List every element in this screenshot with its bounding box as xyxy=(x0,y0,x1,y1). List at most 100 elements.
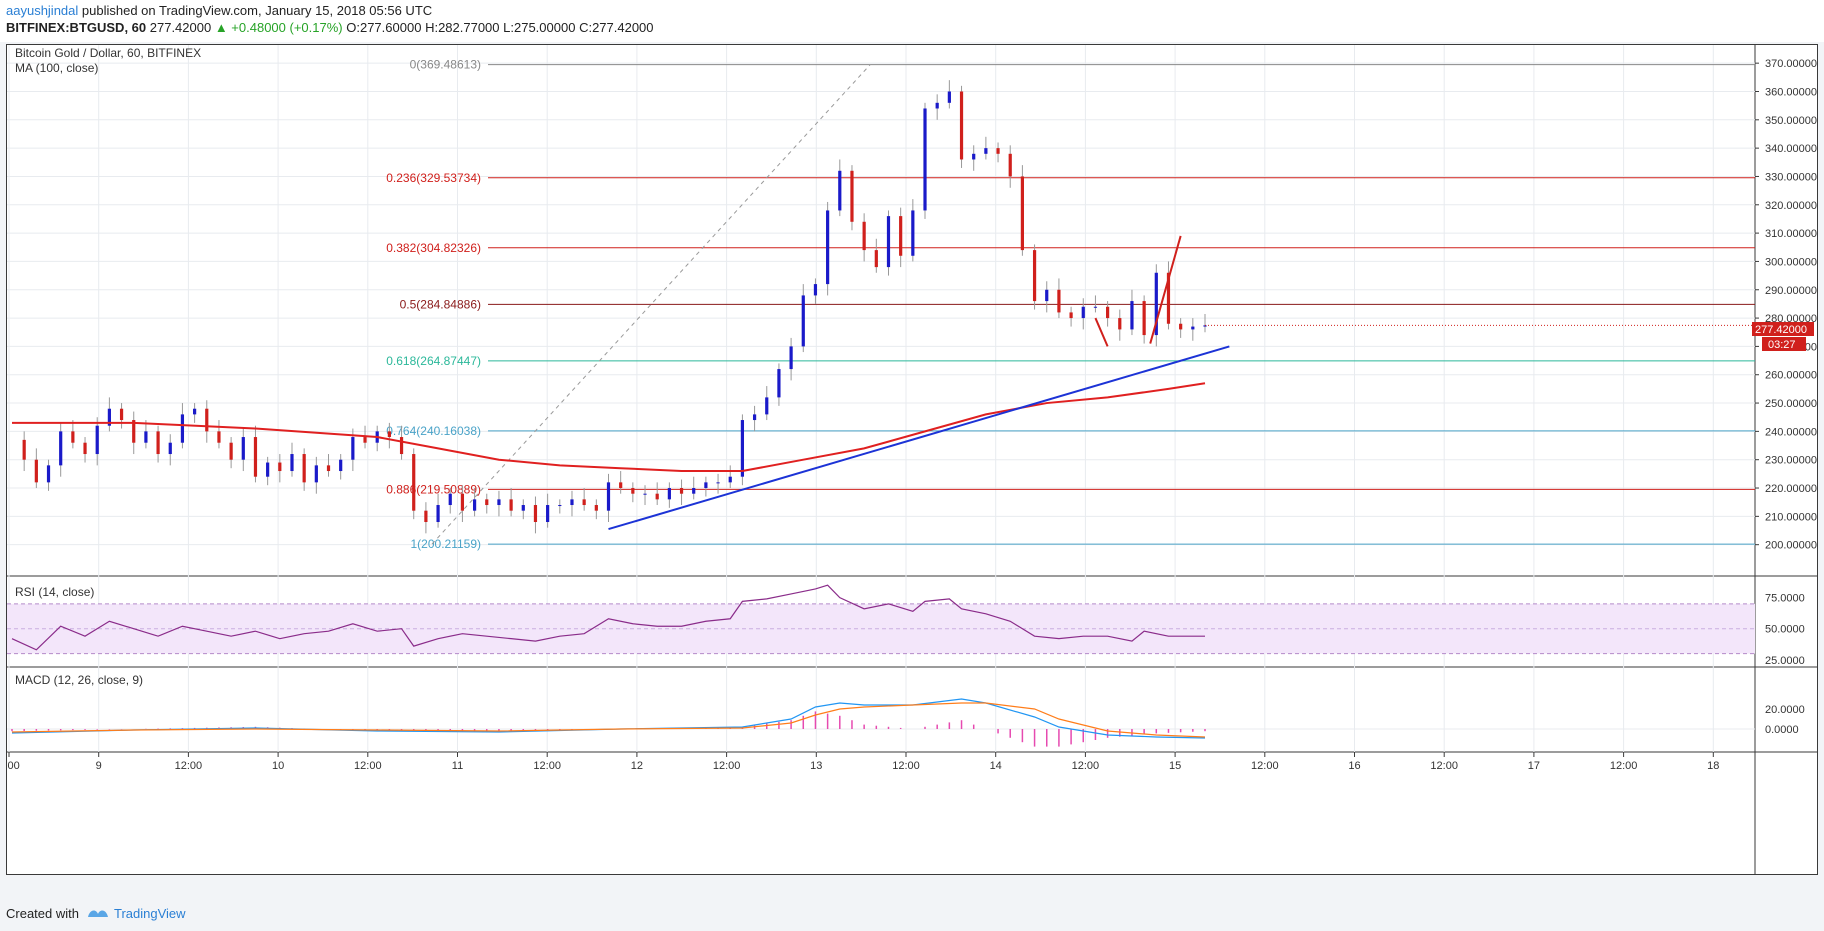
candle-up xyxy=(241,437,245,460)
candle-up xyxy=(168,442,172,455)
candle-up xyxy=(765,397,769,415)
rsi-tick-label: 50.0000 xyxy=(1765,624,1805,636)
fib-level-label: 0.5(284.84886) xyxy=(400,297,481,311)
candle-up xyxy=(95,425,99,455)
candle-up xyxy=(728,476,732,483)
fib-level-label: 0(369.48613) xyxy=(410,58,481,72)
fib-level-label: 0.764(240.16038) xyxy=(386,424,481,438)
overlay-lines xyxy=(12,235,1755,531)
candle-down xyxy=(83,442,87,455)
candle-down xyxy=(217,431,221,443)
candle-up xyxy=(339,459,343,472)
candle-up xyxy=(947,91,951,103)
candle-up xyxy=(1093,306,1098,308)
macd-legend: MACD (12, 26, close, 9) xyxy=(15,673,143,687)
chart-container[interactable]: 0(369.48613) 0.236(329.53734) 0.382(304.82… xyxy=(6,44,1818,875)
candle-down xyxy=(229,442,233,460)
candle-down xyxy=(71,431,75,443)
candle-up xyxy=(838,170,842,211)
candle-down xyxy=(1057,289,1061,313)
author-link[interactable]: aayushjindal xyxy=(6,3,79,18)
fib-level-label: 0.886(219.50889) xyxy=(386,482,481,496)
candle-down xyxy=(34,459,38,483)
price-badge: 277.42000 xyxy=(1752,322,1814,336)
candle-up xyxy=(472,499,477,511)
candle-up xyxy=(1191,326,1195,330)
time-tick-label: 14 xyxy=(990,760,1002,772)
time-tick-label: 12:00 xyxy=(1610,760,1638,772)
candle-up xyxy=(911,210,915,256)
candle-down xyxy=(363,437,367,443)
candle-up xyxy=(1081,306,1085,319)
candle-down xyxy=(253,437,258,477)
candle-up xyxy=(692,488,696,494)
candle-down xyxy=(594,505,598,511)
candle-down xyxy=(278,462,282,472)
candle-up xyxy=(1130,301,1134,330)
candle-down xyxy=(22,439,26,460)
candle-down xyxy=(1032,250,1037,302)
candle-up xyxy=(704,482,708,489)
candle-down xyxy=(460,493,465,511)
signal-line xyxy=(11,702,1206,738)
time-tick-label: 10 xyxy=(272,760,284,772)
candle-down xyxy=(412,454,416,511)
time-tick-label: 12:00 xyxy=(713,760,741,772)
time-tick-label: 12:00 xyxy=(1072,760,1100,772)
macd-line xyxy=(11,698,1206,739)
published-text: published on TradingView.com, January 15… xyxy=(78,3,433,18)
candle-up xyxy=(59,431,63,466)
fib-level-label: 0.236(329.53734) xyxy=(386,171,481,185)
time-tick-label: 12:00 xyxy=(892,760,920,772)
candle-up xyxy=(314,465,318,483)
candle-up xyxy=(777,369,781,398)
candle-down xyxy=(132,420,136,443)
candle-down xyxy=(205,408,209,432)
fib-level-label: 0.382(304.82326) xyxy=(386,241,481,255)
candle-up xyxy=(740,420,745,477)
time-axis: 2:00 9 12:00 10 12:00 11 12:00 12 12:00 13 12:00 14… xyxy=(7,752,1719,772)
last-price: 277.42000 xyxy=(149,20,212,35)
candle-up xyxy=(813,284,818,296)
candle-down xyxy=(424,510,428,523)
publish-header: aayushjindal published on TradingView.co… xyxy=(0,0,1824,42)
candle-down xyxy=(655,493,659,500)
countdown-text: 03:27 xyxy=(1768,339,1796,351)
candle-down xyxy=(850,170,854,222)
candle-up xyxy=(570,499,574,506)
candle-down xyxy=(509,499,513,511)
candle-up xyxy=(351,437,355,460)
candle-down xyxy=(631,488,635,494)
price-chart[interactable]: 0(369.48613) 0.236(329.53734) 0.382(304.82… xyxy=(7,45,1817,874)
candle-up xyxy=(436,505,440,523)
candle-down xyxy=(582,499,586,506)
rsi-pane: 75.0000 50.0000 25.0000 xyxy=(7,584,1805,667)
candle-down xyxy=(1166,272,1171,324)
candle-up xyxy=(1045,289,1049,302)
rsi-line xyxy=(11,584,1205,651)
candle-up xyxy=(826,210,830,285)
candle-down xyxy=(1118,318,1122,330)
time-tick-label: 13 xyxy=(810,760,822,772)
ohlc-low: L:275.00000 xyxy=(503,20,576,35)
tradingview-brand-link[interactable]: TradingView xyxy=(114,906,186,921)
candle-up xyxy=(180,414,185,443)
time-tick-label: 9 xyxy=(96,760,102,772)
support-trendline xyxy=(608,345,1230,531)
candle-up xyxy=(606,482,611,511)
candle-up xyxy=(558,505,562,507)
fib-level-label: 1(200.21159) xyxy=(411,537,482,551)
macd-tick-label: 0.0000 xyxy=(1765,724,1799,736)
